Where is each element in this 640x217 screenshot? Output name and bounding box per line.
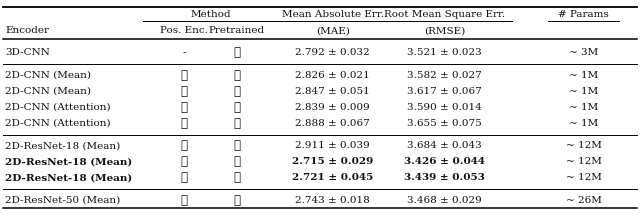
Text: Method: Method [190,10,231,19]
Text: ✗: ✗ [181,194,188,207]
Text: ✓: ✓ [181,117,188,130]
Text: ~ 1M: ~ 1M [569,87,598,96]
Text: (RMSE): (RMSE) [424,26,465,35]
Text: 3.468 ± 0.029: 3.468 ± 0.029 [408,196,482,205]
Text: 2D-CNN (Attention): 2D-CNN (Attention) [5,119,111,128]
Text: 2.721 ± 0.045: 2.721 ± 0.045 [292,173,373,182]
Text: ~ 1M: ~ 1M [569,119,598,128]
Text: 3.590 ± 0.014: 3.590 ± 0.014 [408,103,482,112]
Text: ✗: ✗ [234,69,240,82]
Text: ✓: ✓ [181,171,188,184]
Text: 2D-ResNet-18 (Mean): 2D-ResNet-18 (Mean) [5,173,132,182]
Text: ✓: ✓ [234,171,240,184]
Text: Pretrained: Pretrained [209,26,265,35]
Text: 2D-CNN (Mean): 2D-CNN (Mean) [5,71,91,80]
Text: 3.521 ± 0.023: 3.521 ± 0.023 [408,48,482,58]
Text: ~ 12M: ~ 12M [566,141,602,150]
Text: 2D-CNN (Mean): 2D-CNN (Mean) [5,87,91,96]
Text: Pos. Enc.: Pos. Enc. [161,26,208,35]
Text: 2.792 ± 0.032: 2.792 ± 0.032 [296,48,370,58]
Text: 3.617 ± 0.067: 3.617 ± 0.067 [408,87,482,96]
Text: ✗: ✗ [234,101,240,114]
Text: ✓: ✓ [234,194,240,207]
Text: ~ 12M: ~ 12M [566,158,602,166]
Text: (MAE): (MAE) [316,26,349,35]
Text: 2.715 ± 0.029: 2.715 ± 0.029 [292,158,373,166]
Text: ~ 1M: ~ 1M [569,71,598,80]
Text: 2D-CNN (Attention): 2D-CNN (Attention) [5,103,111,112]
Text: 3.439 ± 0.053: 3.439 ± 0.053 [404,173,485,182]
Text: Encoder: Encoder [5,26,49,35]
Text: 2.911 ± 0.039: 2.911 ± 0.039 [296,141,370,150]
Text: ✗: ✗ [181,155,188,168]
Text: ✗: ✗ [234,85,240,98]
Text: 3D-CNN: 3D-CNN [5,48,50,58]
Text: 3.655 ± 0.075: 3.655 ± 0.075 [408,119,482,128]
Text: ~ 12M: ~ 12M [566,173,602,182]
Text: ✗: ✗ [234,46,240,59]
Text: 2.743 ± 0.018: 2.743 ± 0.018 [296,196,370,205]
Text: 2.839 ± 0.009: 2.839 ± 0.009 [296,103,370,112]
Text: ~ 26M: ~ 26M [566,196,602,205]
Text: 2.847 ± 0.051: 2.847 ± 0.051 [296,87,370,96]
Text: Mean Absolute Err.: Mean Absolute Err. [282,10,384,19]
Text: 2D-ResNet-18 (Mean): 2D-ResNet-18 (Mean) [5,158,132,166]
Text: # Params: # Params [558,10,609,19]
Text: ✗: ✗ [181,101,188,114]
Text: ~ 3M: ~ 3M [569,48,598,58]
Text: 3.582 ± 0.027: 3.582 ± 0.027 [408,71,482,80]
Text: ✓: ✓ [181,85,188,98]
Text: ✓: ✓ [234,155,240,168]
Text: ✗: ✗ [181,140,188,152]
Text: 2D-ResNet-18 (Mean): 2D-ResNet-18 (Mean) [5,141,120,150]
Text: Root Mean Square Err.: Root Mean Square Err. [384,10,506,19]
Text: ✗: ✗ [234,117,240,130]
Text: 2D-ResNet-50 (Mean): 2D-ResNet-50 (Mean) [5,196,120,205]
Text: 2.888 ± 0.067: 2.888 ± 0.067 [296,119,370,128]
Text: 3.684 ± 0.043: 3.684 ± 0.043 [408,141,482,150]
Text: ✗: ✗ [234,140,240,152]
Text: 3.426 ± 0.044: 3.426 ± 0.044 [404,158,485,166]
Text: ~ 1M: ~ 1M [569,103,598,112]
Text: ✗: ✗ [181,69,188,82]
Text: 2.826 ± 0.021: 2.826 ± 0.021 [296,71,370,80]
Text: -: - [182,48,186,58]
